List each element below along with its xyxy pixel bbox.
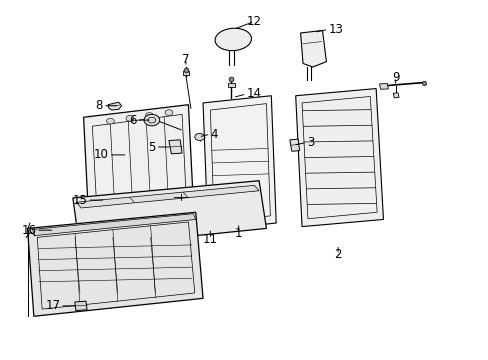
Text: 3: 3: [306, 136, 314, 149]
Polygon shape: [379, 84, 387, 89]
Polygon shape: [76, 185, 259, 208]
Text: 9: 9: [391, 71, 399, 84]
Circle shape: [126, 116, 134, 121]
Text: 5: 5: [148, 140, 156, 153]
Polygon shape: [168, 140, 182, 154]
Text: 10: 10: [94, 148, 109, 161]
Ellipse shape: [215, 28, 251, 51]
Text: 1: 1: [234, 226, 242, 239]
Circle shape: [164, 110, 172, 116]
Text: 8: 8: [96, 99, 103, 112]
Circle shape: [106, 118, 114, 124]
Circle shape: [144, 114, 159, 126]
Text: 6: 6: [128, 114, 136, 127]
Polygon shape: [75, 301, 87, 311]
Text: 12: 12: [246, 15, 261, 28]
Text: 15: 15: [72, 194, 87, 207]
Polygon shape: [295, 89, 383, 226]
Text: 14: 14: [246, 87, 261, 100]
Text: 17: 17: [45, 300, 60, 312]
Polygon shape: [32, 214, 195, 235]
Polygon shape: [392, 93, 398, 98]
Circle shape: [194, 134, 204, 140]
Text: 16: 16: [21, 224, 36, 237]
Polygon shape: [300, 31, 326, 67]
Polygon shape: [92, 114, 187, 234]
Polygon shape: [227, 83, 234, 87]
Polygon shape: [289, 139, 299, 151]
Circle shape: [145, 113, 153, 118]
Text: 13: 13: [328, 23, 343, 36]
Polygon shape: [73, 181, 266, 247]
Polygon shape: [27, 212, 203, 316]
Text: 7: 7: [182, 53, 189, 66]
Polygon shape: [210, 104, 270, 222]
Text: 11: 11: [203, 233, 218, 246]
Polygon shape: [183, 71, 188, 75]
Polygon shape: [37, 222, 194, 309]
Polygon shape: [83, 105, 194, 245]
Polygon shape: [203, 96, 276, 230]
Text: 2: 2: [334, 248, 341, 261]
Text: 4: 4: [210, 127, 218, 141]
Polygon shape: [108, 102, 122, 110]
Polygon shape: [302, 96, 376, 219]
